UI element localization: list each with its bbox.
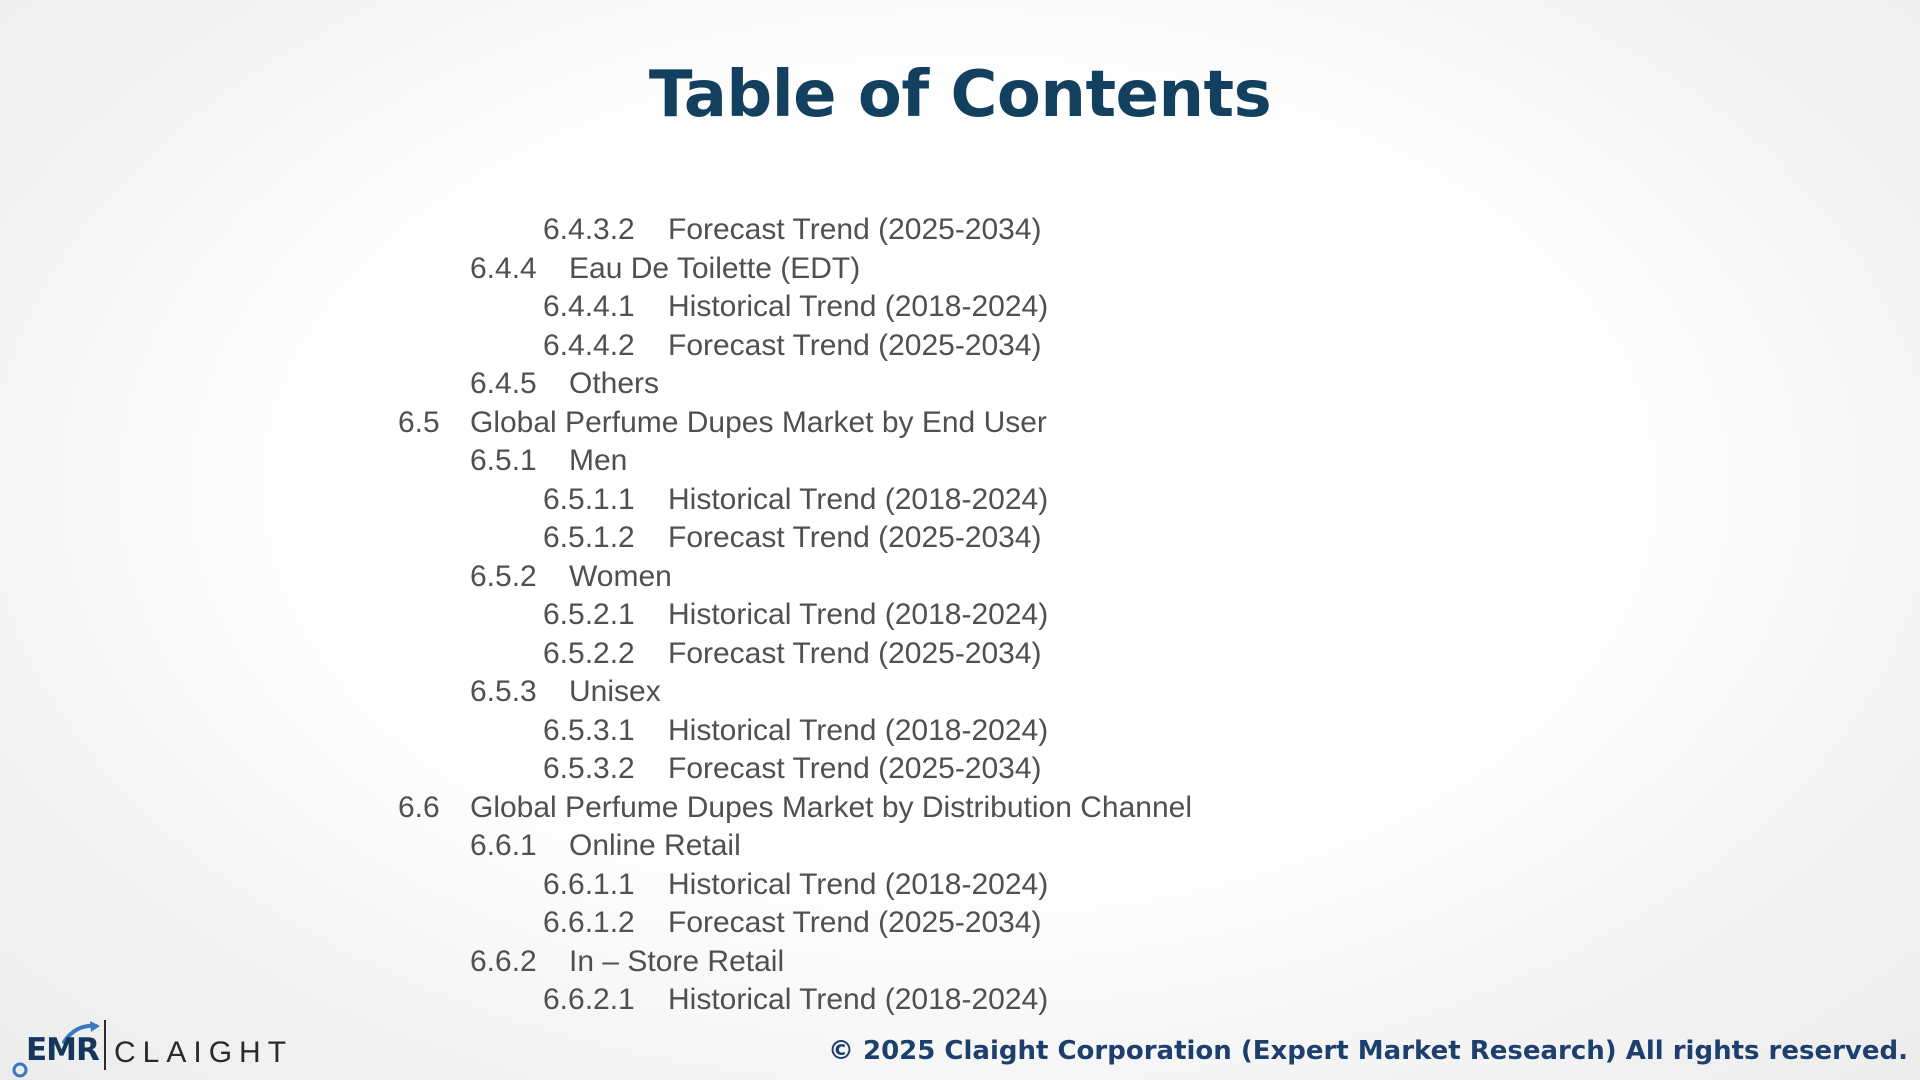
toc-entry: 6.5.1.1 Historical Trend (2018-2024): [0, 481, 1920, 520]
toc-entry: 6.5 Global Perfume Dupes Market by End Us…: [0, 404, 1920, 443]
toc-entry-text: Historical Trend (2018-2024): [668, 290, 1049, 323]
table-of-contents: 6.4.3.2 Forecast Trend (2025-2034) 6.4.4 Ea…: [0, 211, 1920, 1020]
toc-entry: 6.5.2.2 Forecast Trend (2025-2034): [0, 635, 1920, 674]
toc-entry: 6.6.1.2 Forecast Trend (2025-2034): [0, 904, 1920, 943]
toc-entry-number: 6.6.1: [470, 829, 537, 862]
page-title: Table of Contents: [648, 58, 1272, 132]
toc-entry: 6.4.5 Others: [0, 365, 1920, 404]
toc-entry-text: Women: [569, 559, 672, 593]
toc-entry-number: 6.6: [398, 790, 440, 824]
toc-entry: 6.5.3.1 Historical Trend (2018-2024): [0, 712, 1920, 751]
toc-entry: 6.5.1.2 Forecast Trend (2025-2034): [0, 519, 1920, 558]
toc-entry: 6.4.4.1 Historical Trend (2018-2024): [0, 288, 1920, 327]
toc-entry-number: 6.6.2.1: [543, 983, 635, 1016]
toc-entry-text: Historical Trend (2018-2024): [668, 482, 1049, 516]
emr-claight-logo: EMR CLAIGHT: [12, 1016, 298, 1078]
toc-entry-number: 6.5.1.2: [543, 521, 635, 554]
toc-entry-text: Others: [569, 367, 660, 400]
logo-emr-text: EMR: [26, 1032, 100, 1068]
toc-entry-text: Historical Trend (2018-2024): [668, 867, 1049, 901]
toc-entry: 6.5.1 Men: [0, 442, 1920, 481]
toc-entry-number: 6.4.3.2: [543, 213, 635, 246]
toc-entry-text: Historical Trend (2018-2024): [668, 983, 1049, 1016]
toc-entry: 6.4.3.2 Forecast Trend (2025-2034): [0, 211, 1920, 250]
toc-entry-number: 6.4.4.1: [543, 290, 635, 323]
toc-entry: 6.5.2 Women: [0, 558, 1920, 597]
toc-entry: 6.4.4.2 Forecast Trend (2025-2034): [0, 327, 1920, 366]
toc-entry-text: Forecast Trend (2025-2034): [668, 752, 1042, 785]
toc-entry-text: In – Store Retail: [569, 944, 785, 978]
toc-entry-number: 6.5.1.1: [543, 482, 635, 516]
toc-entry-text: Forecast Trend (2025-2034): [668, 521, 1042, 554]
toc-entry-number: 6.5.2.2: [543, 636, 635, 670]
toc-entry-text: Historical Trend (2018-2024): [668, 713, 1049, 747]
toc-entry-number: 6.4.4.2: [543, 328, 635, 362]
toc-entry-text: Global Perfume Dupes Market by Distribut…: [470, 790, 1193, 824]
toc-entry-number: 6.6.1.2: [543, 906, 635, 939]
toc-entry: 6.6.1 Online Retail: [0, 827, 1920, 866]
toc-entry-number: 6.4.4: [470, 251, 537, 285]
toc-entry: 6.5.3.2 Forecast Trend (2025-2034): [0, 750, 1920, 789]
toc-entry-text: Forecast Trend (2025-2034): [668, 328, 1042, 362]
toc-entry-number: 6.5: [398, 405, 440, 439]
logo-claight-text: CLAIGHT: [114, 1036, 294, 1069]
toc-entry: 6.5.3 Unisex: [0, 673, 1920, 712]
toc-entry: 6.5.2.1 Historical Trend (2018-2024): [0, 596, 1920, 635]
copyright-footer: © 2025 Claight Corporation (Expert Marke…: [827, 1036, 1908, 1066]
toc-entry-text: Forecast Trend (2025-2034): [668, 636, 1042, 670]
toc-entry-text: Global Perfume Dupes Market by End User: [470, 405, 1047, 439]
toc-entry-number: 6.5.1: [470, 444, 537, 477]
toc-entry-number: 6.6.2: [470, 944, 537, 978]
toc-entry-number: 6.5.3.1: [543, 713, 635, 747]
toc-entry: 6.6.2 In – Store Retail: [0, 943, 1920, 982]
toc-entry: 6.6.1.1 Historical Trend (2018-2024): [0, 866, 1920, 905]
toc-entry-number: 6.5.2: [470, 559, 537, 593]
toc-entry-text: Online Retail: [569, 829, 741, 862]
logo-ring-icon: [12, 1062, 28, 1078]
toc-entry-number: 6.5.3: [470, 675, 537, 708]
toc-entry-text: Forecast Trend (2025-2034): [668, 906, 1042, 939]
toc-entry: 6.6.2.1 Historical Trend (2018-2024): [0, 981, 1920, 1020]
logo-divider: [104, 1020, 106, 1070]
logo-arrow-icon: [62, 1021, 100, 1044]
toc-entry-text: Unisex: [569, 675, 661, 708]
toc-entry-text: Forecast Trend (2025-2034): [668, 213, 1042, 246]
toc-entry-text: Men: [569, 444, 628, 477]
toc-entry-text: Historical Trend (2018-2024): [668, 598, 1049, 631]
toc-entry-number: 6.5.3.2: [543, 752, 635, 785]
toc-entry-text: Eau De Toilette (EDT): [569, 251, 861, 285]
toc-entry: 6.4.4 Eau De Toilette (EDT): [0, 250, 1920, 289]
toc-entry-number: 6.5.2.1: [543, 598, 635, 631]
toc-entry-number: 6.4.5: [470, 367, 537, 400]
toc-entry: 6.6 Global Perfume Dupes Market by Distri…: [0, 789, 1920, 828]
toc-entry-number: 6.6.1.1: [543, 867, 635, 901]
